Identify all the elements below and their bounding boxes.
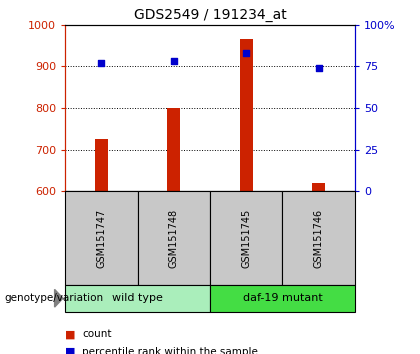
Point [171,58,177,64]
Point [243,50,249,56]
Bar [210,285,355,312]
Text: GSM151746: GSM151746 [314,209,324,268]
Title: GDS2549 / 191234_at: GDS2549 / 191234_at [134,8,286,22]
Text: daf-19 mutant: daf-19 mutant [243,293,322,303]
Text: ■: ■ [65,347,76,354]
Bar [282,191,355,285]
Bar [240,39,253,191]
Text: percentile rank within the sample: percentile rank within the sample [82,347,258,354]
Bar [167,108,180,191]
Text: genotype/variation: genotype/variation [4,293,103,303]
Bar [312,183,325,191]
Text: count: count [82,329,111,339]
Point [98,60,105,66]
Bar [65,191,138,285]
Bar [65,285,210,312]
Text: ■: ■ [65,329,76,339]
Polygon shape [55,290,63,307]
Text: GSM151747: GSM151747 [96,209,106,268]
Bar [210,191,282,285]
Text: GSM151745: GSM151745 [241,209,251,268]
Bar [95,139,108,191]
Bar [138,191,210,285]
Text: wild type: wild type [112,293,163,303]
Text: GSM151748: GSM151748 [169,209,179,268]
Point [315,65,322,71]
